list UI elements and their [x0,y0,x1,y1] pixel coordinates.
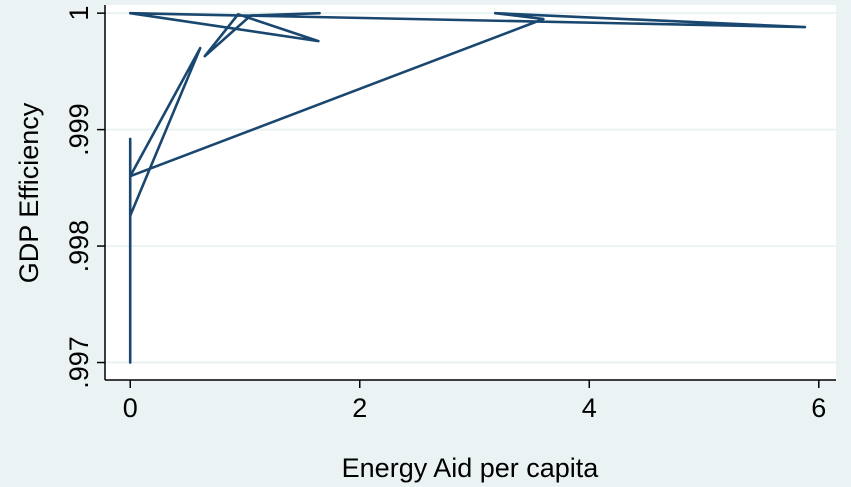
x-axis-title: Energy Aid per capita [342,453,600,483]
x-tick-label: 0 [123,393,138,423]
x-tick-label: 6 [811,393,826,423]
plot-area [105,5,836,380]
gridlines [105,12,836,364]
y-tick-label: .998 [64,220,94,273]
series-layer [128,11,807,364]
y-tick-label: .999 [64,103,94,156]
x-tick-label: 4 [582,393,597,423]
x-tick-label: 2 [352,393,367,423]
y-tick-label: .997 [64,336,94,389]
y-tick-label: 1 [64,6,94,21]
series-line [128,11,807,364]
y-axis-ticks: .997 .998 .999 1 [64,6,105,389]
x-axis-ticks: 0 2 4 6 [123,380,826,423]
y-axis-title: GDP Efficiency [14,102,44,283]
